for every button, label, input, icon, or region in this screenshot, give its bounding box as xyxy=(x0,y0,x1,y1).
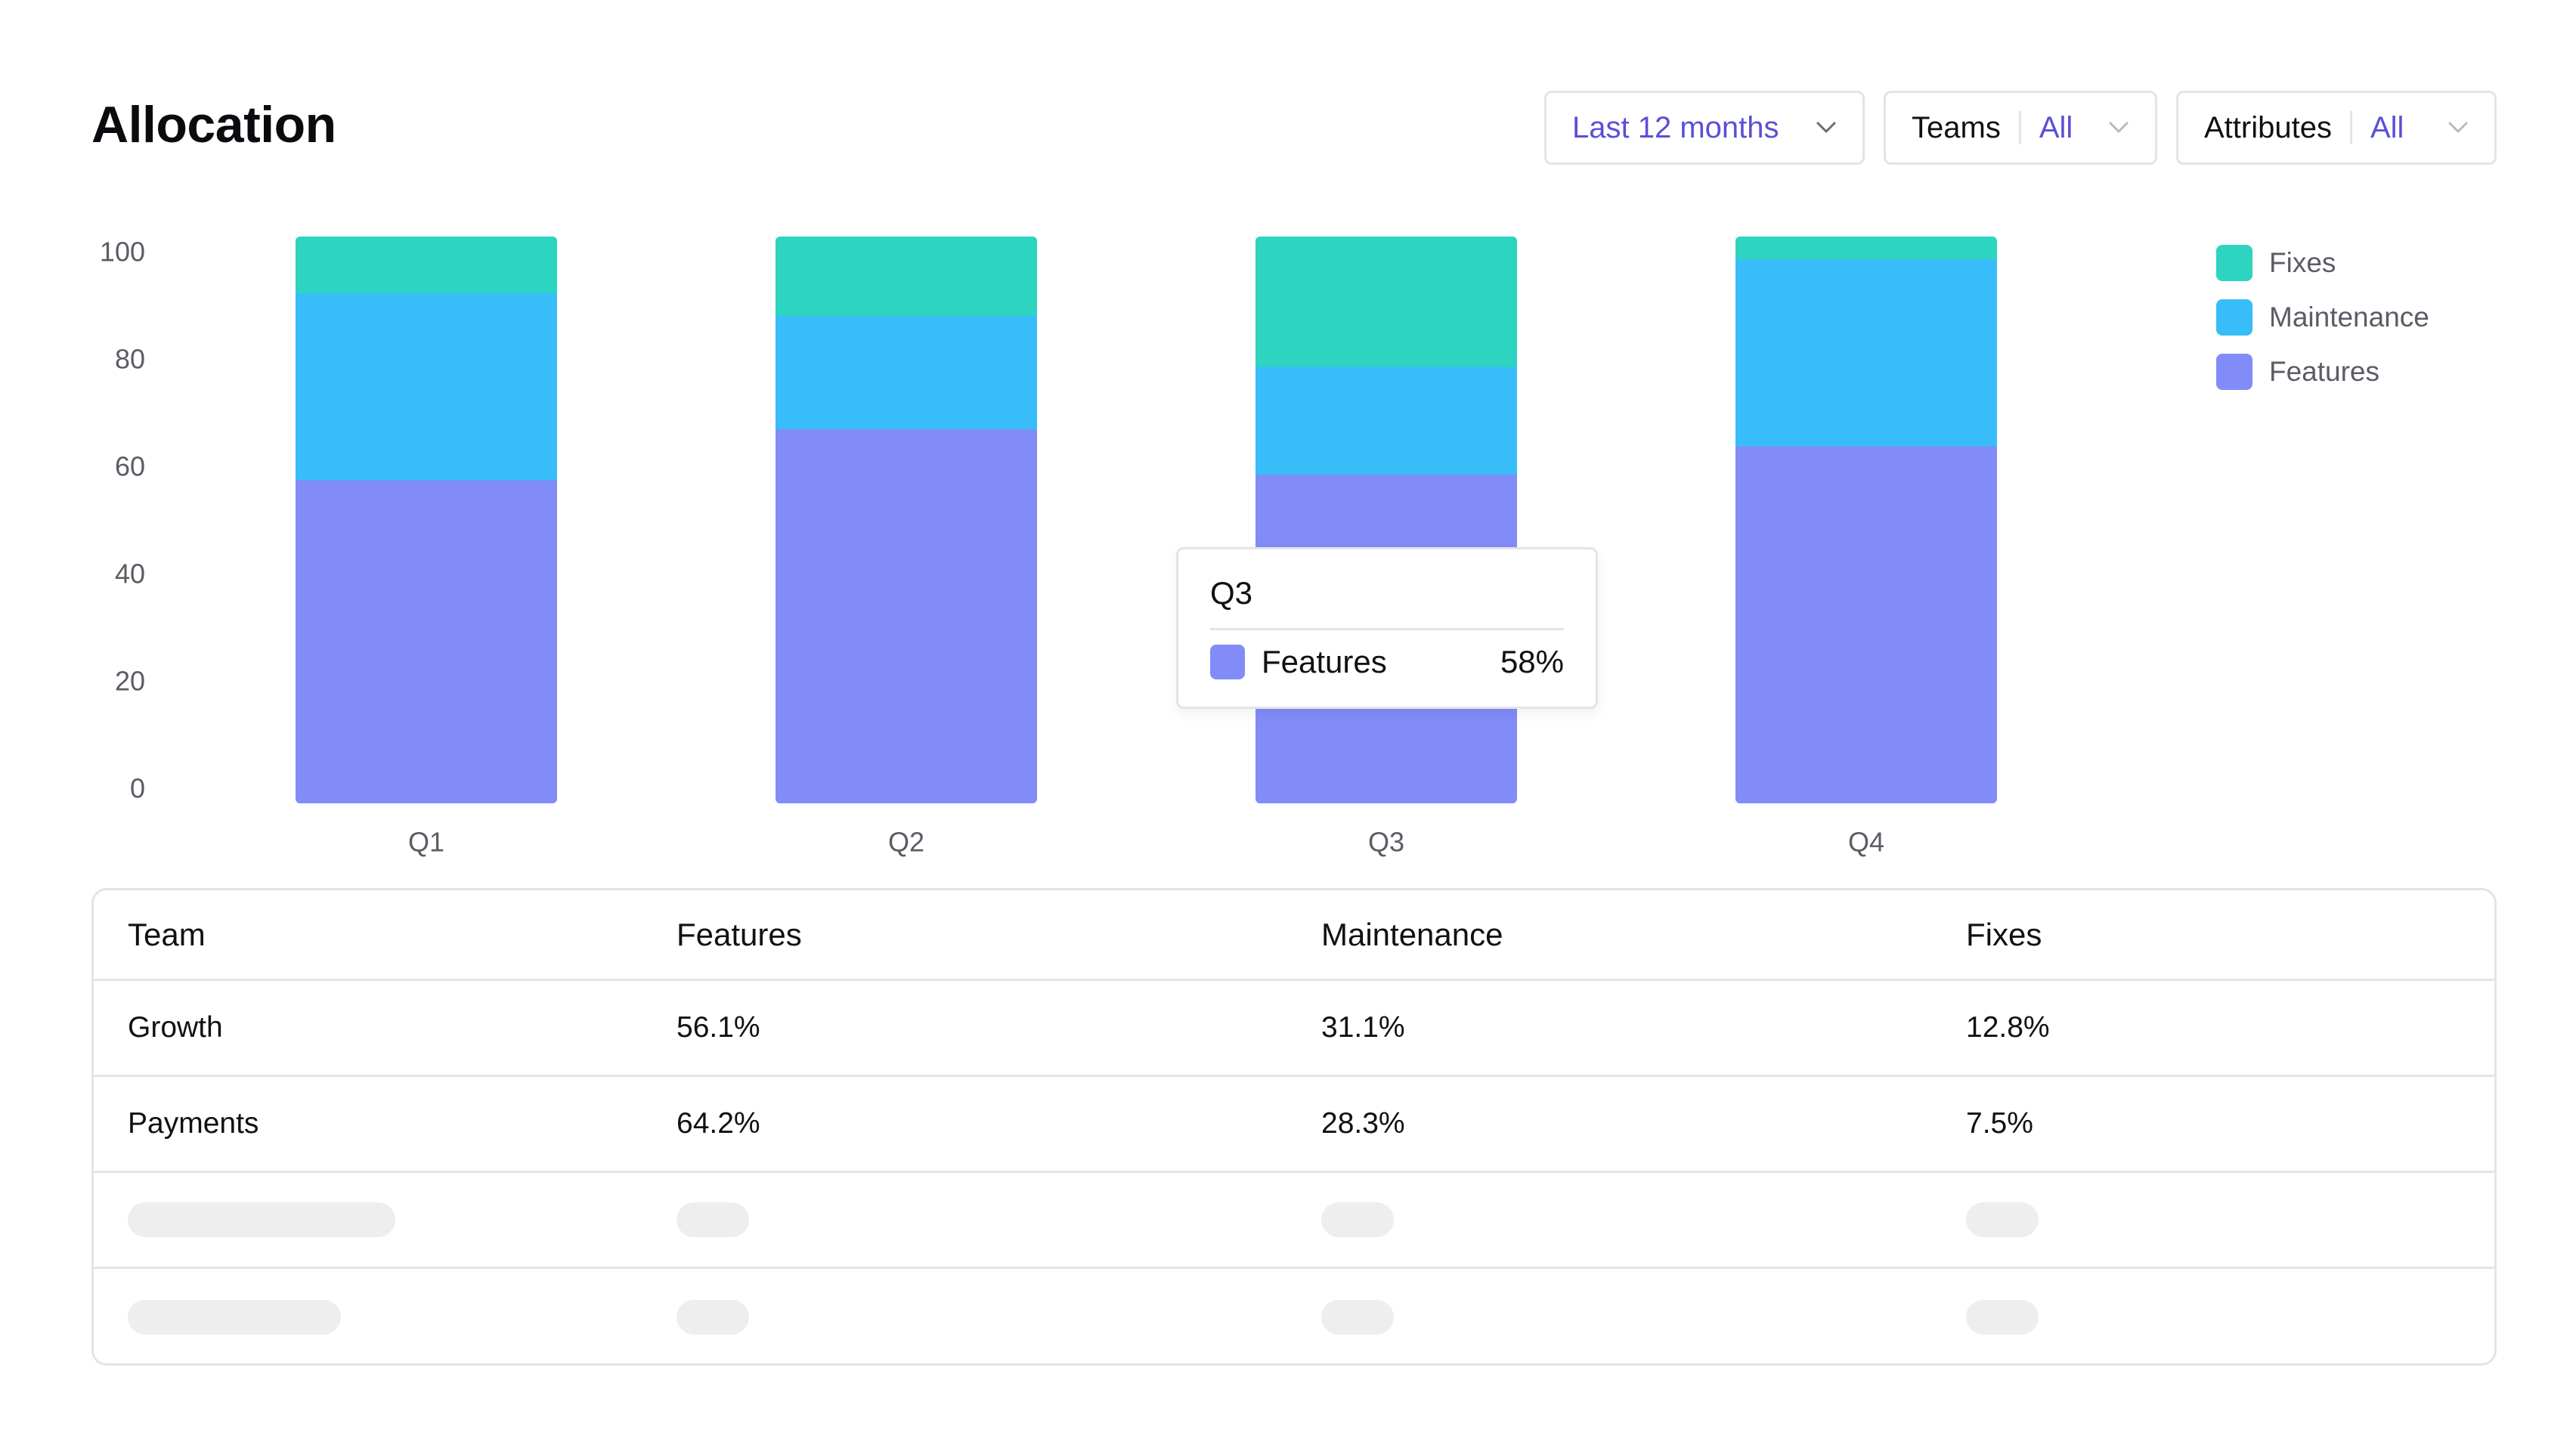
teams-label: Teams xyxy=(1912,110,2001,144)
attributes-dropdown[interactable]: Attributes All xyxy=(2176,91,2497,165)
bar-segment-maintenance[interactable] xyxy=(1735,259,1997,447)
fixes-cell: 12.8% xyxy=(1966,1011,2050,1044)
skeleton-cell xyxy=(677,1173,749,1267)
skeleton-cell xyxy=(1321,1269,1394,1363)
table-row[interactable]: Growth 56.1% 31.1% 12.8% xyxy=(94,981,2494,1077)
bar-segment-fixes[interactable] xyxy=(296,237,557,293)
header-fixes[interactable]: Fixes xyxy=(1966,916,2042,952)
filter-bar: Last 12 months Teams All Attributes All xyxy=(0,91,2576,165)
legend-label: Maintenance xyxy=(2269,302,2429,333)
bar-segment-features[interactable] xyxy=(1735,446,1997,804)
tooltip-swatch xyxy=(1210,645,1245,679)
legend-swatch xyxy=(2216,299,2252,336)
maintenance-cell: 28.3% xyxy=(1321,1107,1405,1140)
skeleton-bar xyxy=(128,1299,341,1335)
header-maintenance[interactable]: Maintenance xyxy=(1321,916,1503,952)
bar-group-q1[interactable] xyxy=(296,237,557,803)
bar-group-q2[interactable] xyxy=(776,237,1037,803)
y-tick-label: 80 xyxy=(115,344,145,375)
x-tick-label: Q3 xyxy=(1368,827,1404,858)
legend-item-fixes[interactable]: Fixes xyxy=(2216,236,2429,290)
allocation-table: Team Features Maintenance Fixes Growth 5… xyxy=(91,888,2497,1366)
bar-segment-fixes[interactable] xyxy=(1255,237,1517,367)
skeleton-bar xyxy=(1321,1299,1394,1335)
chevron-down-icon xyxy=(1816,117,1837,138)
features-cell: 56.1% xyxy=(677,1011,760,1044)
bar-segment-fixes[interactable] xyxy=(776,237,1037,316)
skeleton-bar xyxy=(1321,1202,1394,1237)
page-title: Allocation xyxy=(91,96,336,153)
skeleton-bar xyxy=(677,1299,749,1335)
skeleton-cell xyxy=(677,1269,749,1363)
features-cell: 64.2% xyxy=(677,1107,760,1140)
x-tick-label: Q2 xyxy=(888,827,924,858)
bar-segment-features[interactable] xyxy=(296,480,557,804)
skeleton-cell xyxy=(1321,1173,1394,1267)
header-features[interactable]: Features xyxy=(677,916,802,952)
x-tick-label: Q4 xyxy=(1848,827,1884,858)
tooltip-row: Features 58% xyxy=(1210,644,1564,680)
legend-item-maintenance[interactable]: Maintenance xyxy=(2216,290,2429,345)
bar-segment-maintenance[interactable] xyxy=(776,316,1037,429)
skeleton-cell xyxy=(1966,1173,2039,1267)
bar-segment-fixes[interactable] xyxy=(1735,237,1997,259)
chart-legend: Fixes Maintenance Features xyxy=(2216,236,2429,399)
legend-swatch xyxy=(2216,245,2252,281)
maintenance-cell: 31.1% xyxy=(1321,1011,1405,1044)
teams-value: All xyxy=(2039,110,2073,144)
legend-label: Features xyxy=(2269,356,2380,387)
y-tick-label: 100 xyxy=(100,237,145,268)
fixes-cell: 7.5% xyxy=(1966,1107,2033,1140)
y-tick-label: 40 xyxy=(115,558,145,589)
x-tick-label: Q1 xyxy=(408,827,444,858)
y-tick-label: 60 xyxy=(115,451,145,482)
bar-segment-features[interactable] xyxy=(776,429,1037,803)
chart-tooltip: Q3 Features 58% xyxy=(1176,547,1598,709)
skeleton-cell xyxy=(128,1173,395,1267)
chevron-down-icon xyxy=(2448,117,2469,138)
y-tick-label: 20 xyxy=(115,666,145,697)
bar-segment-maintenance[interactable] xyxy=(1255,367,1517,475)
allocation-chart: 0 20 40 60 80 100 Q1 Q2 Q3 Q4 xyxy=(100,237,1997,858)
header-team[interactable]: Team xyxy=(128,916,206,952)
team-cell: Payments xyxy=(128,1107,259,1140)
attributes-label: Attributes xyxy=(2204,110,2332,144)
team-cell: Growth xyxy=(128,1011,223,1044)
teams-dropdown[interactable]: Teams All xyxy=(1884,91,2157,165)
legend-label: Fixes xyxy=(2269,247,2336,278)
y-tick-label: 0 xyxy=(130,773,145,804)
table-row[interactable]: Payments 64.2% 28.3% 7.5% xyxy=(94,1077,2494,1173)
skeleton-bar xyxy=(1966,1202,2039,1237)
bar-segment-maintenance[interactable] xyxy=(296,293,557,481)
attributes-value: All xyxy=(2370,110,2404,144)
skeleton-cell xyxy=(128,1269,341,1363)
skeleton-row xyxy=(94,1269,2494,1363)
divider xyxy=(2018,111,2021,144)
tooltip-series: Features xyxy=(1262,644,1387,679)
bar-group-q4[interactable] xyxy=(1735,237,1997,803)
legend-item-features[interactable]: Features xyxy=(2216,345,2429,399)
divider xyxy=(2349,111,2352,144)
skeleton-bar xyxy=(1966,1299,2039,1335)
bar-group-q3[interactable] xyxy=(1255,237,1517,803)
skeleton-row xyxy=(94,1173,2494,1269)
date-range-dropdown[interactable]: Last 12 months xyxy=(1544,91,1865,165)
tooltip-title: Q3 xyxy=(1210,575,1564,630)
chevron-down-icon xyxy=(2108,117,2129,138)
tooltip-value: 58% xyxy=(1500,644,1564,679)
skeleton-bar xyxy=(677,1202,749,1237)
skeleton-bar xyxy=(128,1202,395,1237)
date-range-value: Last 12 months xyxy=(1572,110,1779,144)
table-header: Team Features Maintenance Fixes xyxy=(94,890,2494,981)
legend-swatch xyxy=(2216,354,2252,390)
skeleton-cell xyxy=(1966,1269,2039,1363)
